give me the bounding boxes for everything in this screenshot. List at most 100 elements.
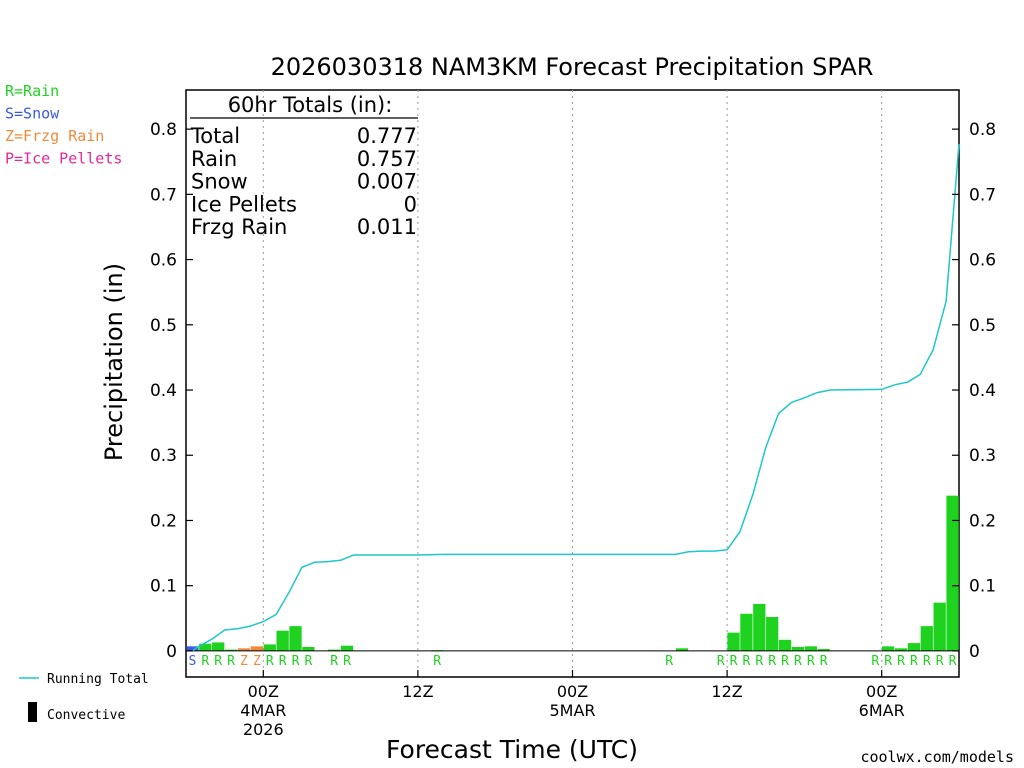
- type-marker: R: [227, 654, 235, 669]
- x-tick-label: 12Z: [711, 682, 742, 701]
- precip-bar: [907, 643, 921, 651]
- precip-bar: [817, 648, 830, 651]
- x-axis-label: Forecast Time (UTC): [386, 735, 638, 764]
- precip-bar: [778, 639, 792, 651]
- y-tick-label-right: 0.7: [969, 185, 996, 205]
- credit-text: coolwx.com/models: [860, 748, 1014, 766]
- convective-legend-swatch: [28, 702, 37, 722]
- y-tick-label: 0.6: [150, 251, 177, 271]
- precip-bar: [791, 646, 805, 651]
- y-tick-label-right: 0.8: [969, 120, 996, 140]
- type-marker: R: [433, 654, 441, 669]
- type-marker: R: [266, 654, 274, 669]
- y-axis-right: 0 0.1 0.2 0.3 0.4 0.5 0.6 0.7 0.8: [952, 120, 996, 662]
- precip-bar: [727, 632, 740, 651]
- y-tick-label: 0.3: [150, 446, 177, 466]
- legend-type-r: R=Rain: [5, 82, 59, 100]
- x-tick-label: 2026: [243, 720, 284, 739]
- y-tick-label-right: 0.2: [969, 511, 996, 531]
- type-marker: R: [279, 654, 287, 669]
- precip-bar: [933, 602, 946, 651]
- precip-bar: [224, 649, 238, 651]
- y-tick-label-right: 0.1: [969, 577, 996, 597]
- precip-bar: [237, 648, 251, 651]
- type-marker: R: [768, 654, 776, 669]
- type-marker: R: [304, 654, 312, 669]
- convective-legend-label: Convective: [47, 708, 125, 723]
- precip-bar: [289, 626, 302, 651]
- precip-bar: [804, 646, 817, 651]
- precip-bar: [340, 645, 354, 651]
- precip-bar: [302, 646, 315, 651]
- y-tick-label: 0.5: [150, 316, 177, 336]
- type-marker: R: [884, 654, 892, 669]
- precip-bar: [920, 626, 933, 651]
- type-marker: R: [794, 654, 802, 669]
- type-marker: R: [949, 654, 957, 669]
- x-tick-label: 00Z: [557, 682, 588, 701]
- x-tick-label: 6MAR: [859, 701, 905, 720]
- type-marker: S: [189, 654, 197, 669]
- type-marker: R: [330, 654, 338, 669]
- type-marker: R: [730, 654, 738, 669]
- type-marker: R: [910, 654, 918, 669]
- type-marker: R: [820, 654, 828, 669]
- precip-bar: [740, 613, 753, 651]
- type-marker: R: [201, 654, 209, 669]
- type-marker: R: [897, 654, 905, 669]
- precip-type-legend: R=Rain S=Snow Z=Frzg Rain P=Ice Pellets: [5, 82, 122, 168]
- totals-header: 60hr Totals (in):: [228, 93, 393, 117]
- type-marker: R: [665, 654, 673, 669]
- totals-value: 0.757: [357, 147, 417, 171]
- type-marker: R: [871, 654, 879, 669]
- precip-bar: [250, 646, 263, 651]
- precip-bar: [186, 646, 199, 651]
- totals-value: 0.777: [357, 124, 417, 148]
- x-tick-label: 12Z: [402, 682, 433, 701]
- type-marker: R: [292, 654, 300, 669]
- totals-label: Frzg Rain: [191, 215, 287, 239]
- x-tick-label: 4MAR: [240, 701, 286, 720]
- precip-bar: [766, 616, 779, 651]
- legend-type-z: Z=Frzg Rain: [5, 127, 104, 145]
- precip-bar: [328, 649, 341, 651]
- y-tick-label: 0.2: [150, 511, 177, 531]
- precip-bar: [882, 646, 895, 651]
- type-marker: R: [755, 654, 763, 669]
- type-marker: R: [343, 654, 351, 669]
- x-tick-label: 00Z: [866, 682, 897, 701]
- precip-bar: [263, 644, 276, 651]
- type-marker: Z: [253, 654, 261, 669]
- running-total-legend-label: Running Total: [47, 672, 149, 687]
- totals-box: 60hr Totals (in): Total 0.777 Rain 0.757 Sno…: [190, 93, 418, 239]
- type-marker: Z: [240, 654, 248, 669]
- legend-type-p: P=Ice Pellets: [5, 150, 122, 168]
- precip-bar: [212, 642, 225, 651]
- y-tick-label: 0.1: [150, 577, 177, 597]
- type-marker: R: [781, 654, 789, 669]
- type-marker: R: [936, 654, 944, 669]
- totals-label: Rain: [191, 147, 237, 171]
- y-axis-label: Precipitation (in): [100, 263, 128, 461]
- y-tick-label: 0: [166, 642, 177, 662]
- y-tick-label: 0.8: [150, 120, 177, 140]
- series-legend: Running Total Convective: [19, 672, 149, 723]
- precip-bar: [199, 643, 212, 651]
- precip-bar: [753, 603, 766, 651]
- y-tick-label-right: 0.5: [969, 316, 996, 336]
- type-marker: R: [717, 654, 725, 669]
- precip-bar: [946, 495, 959, 651]
- grid-lines: [262, 90, 883, 677]
- totals-label: Ice Pellets: [191, 192, 297, 216]
- x-tick-label: 00Z: [248, 682, 279, 701]
- legend-type-s: S=Snow: [5, 105, 60, 123]
- totals-value: 0: [404, 192, 417, 216]
- y-tick-label: 0.4: [150, 381, 177, 401]
- y-axis-left: 0 0.1 0.2 0.3 0.4 0.5 0.6 0.7 0.8: [150, 120, 193, 662]
- totals-value: 0.007: [357, 170, 417, 194]
- x-tick-label: 5MAR: [549, 701, 595, 720]
- y-tick-label-right: 0.3: [969, 446, 996, 466]
